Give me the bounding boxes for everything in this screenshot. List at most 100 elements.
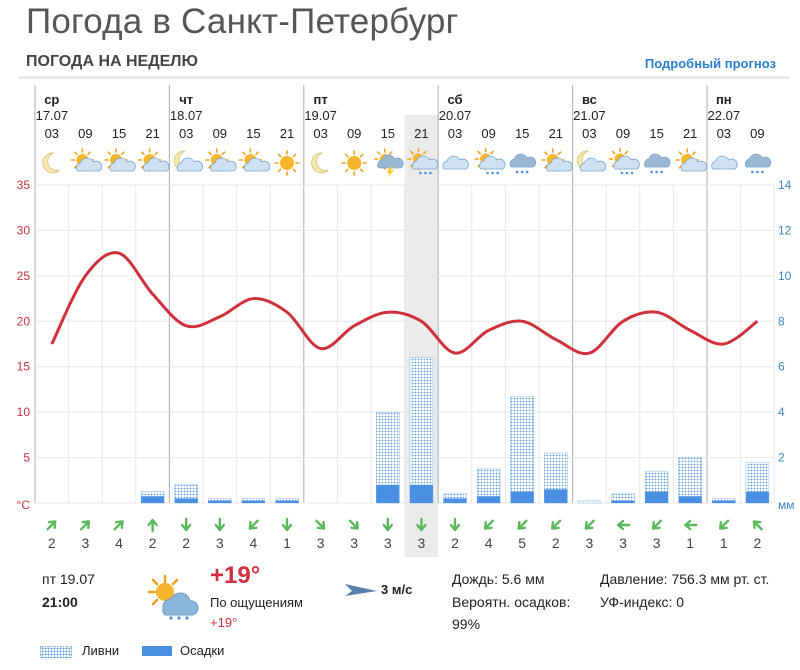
wind-arrow-shape [382, 517, 393, 532]
wind-speed: 4 [250, 535, 258, 551]
rain-drop [520, 170, 524, 174]
sun-cloud-icon [137, 148, 170, 172]
cloud-shape [210, 157, 237, 172]
current-wind: 3 м/с [381, 582, 413, 597]
sun-ray [359, 168, 364, 173]
precip-legend-swatch [142, 646, 172, 656]
cloud-shape [75, 157, 103, 172]
sun-ray [388, 151, 393, 155]
sun-ray [292, 168, 297, 173]
showers-bar [577, 500, 602, 504]
wind-arrow-shape [315, 519, 326, 530]
wind-arrow-shape [416, 517, 427, 532]
precip-prob-label: Вероятн. осадков: [452, 594, 571, 610]
wind-speed: 2 [552, 535, 560, 551]
sun-ray [107, 151, 112, 156]
hour-label: 09 [481, 126, 495, 141]
hour-label: 09 [347, 126, 361, 141]
wind-arrow-icon [719, 519, 730, 530]
moon-shape [42, 152, 61, 174]
wind-arrow-icon [416, 517, 427, 532]
wind-arrow-shape [180, 517, 192, 532]
wind-speed: 3 [653, 535, 661, 551]
temp-axis-tick: 30 [17, 223, 31, 237]
sun-icon [341, 150, 368, 176]
precip-axis-tick: 4 [778, 405, 785, 419]
pressure: Давление: 756.3 мм рт. ст. [600, 571, 770, 587]
wind-arrow-shape [449, 517, 461, 532]
wind-arrow-icon [651, 519, 663, 530]
wind-speed: 2 [182, 535, 190, 551]
sun-ray [359, 153, 364, 158]
sun-ray [277, 168, 282, 173]
wind-speed: 1 [283, 535, 291, 551]
moon-cloud-icon [576, 150, 607, 172]
temp-axis-tick: 25 [17, 269, 31, 283]
precip-bar [376, 484, 400, 503]
showers-bar [510, 395, 535, 504]
wind-arrow-icon [79, 520, 91, 531]
hour-label: 15 [381, 126, 395, 141]
wind-speed: 3 [619, 535, 627, 551]
sun-ray [611, 150, 616, 155]
hour-label: 03 [717, 126, 731, 141]
rain-drop [756, 170, 759, 174]
sun-ray [154, 151, 159, 156]
rain-drop [630, 171, 634, 175]
sun-ray [376, 151, 381, 155]
wind-speed: 2 [149, 535, 157, 551]
rain-drop [429, 171, 432, 175]
precip-bar [241, 500, 265, 503]
wind-arrow-icon [180, 517, 192, 532]
precip-axis-tick: 8 [778, 314, 785, 328]
hour-label: 15 [649, 126, 663, 141]
wind-arrow-icon [147, 518, 158, 533]
section-title: ПОГОДА НА НЕДЕЛЮ [26, 53, 199, 70]
rain-drop [620, 171, 624, 175]
sun-ray [208, 151, 212, 156]
cloud-icon [442, 155, 469, 170]
showers-legend-swatch [40, 646, 72, 658]
wind-speed: 3 [82, 535, 90, 551]
wind-speed: 3 [317, 535, 325, 551]
cloud-shape [243, 157, 271, 172]
day-date: 18.07 [170, 108, 203, 123]
wind-arrow-shape [616, 519, 631, 531]
rain-drop [625, 171, 629, 175]
precip-bar [208, 500, 232, 503]
precip-axis-tick: 2 [778, 451, 785, 465]
cloud-shape [579, 157, 607, 172]
sun-ray [221, 151, 226, 156]
showers-legend-label: Ливни [82, 643, 120, 658]
rain-amount: Дождь: 5.6 мм [452, 571, 545, 587]
cloud-shape [377, 154, 404, 169]
rain-drop [491, 171, 494, 175]
temp-axis-tick: 10 [17, 405, 31, 419]
detailed-forecast-link[interactable]: Подробный прогноз [644, 56, 776, 71]
precip-bar [611, 500, 635, 503]
sun-ray [557, 151, 562, 156]
sun-cloud-rain-icon [407, 147, 439, 175]
precip-bar [544, 489, 568, 503]
wind-speed: 3 [216, 535, 224, 551]
hour-label: 03 [448, 126, 462, 141]
hour-label: 03 [313, 126, 327, 141]
rain-drop [660, 170, 663, 174]
sun-ray [544, 151, 548, 156]
cloud-rain-icon [644, 153, 671, 174]
cloud-shape [442, 155, 469, 170]
day-date: 21.07 [573, 108, 606, 123]
moon-shape [311, 152, 329, 174]
sun-ray [692, 151, 696, 156]
hour-label: 21 [280, 126, 294, 141]
hour-label: 03 [582, 126, 596, 141]
precip-bar [745, 491, 769, 503]
wind-arrow-shape [281, 517, 293, 532]
day-date: 17.07 [36, 108, 69, 123]
wind-arrow-shape [113, 520, 124, 531]
rain-drop [761, 170, 764, 174]
wind-arrow-shape [684, 519, 698, 531]
cloud-rain-icon [744, 153, 772, 174]
precip-bar [174, 498, 198, 503]
sun-ray [490, 150, 494, 155]
